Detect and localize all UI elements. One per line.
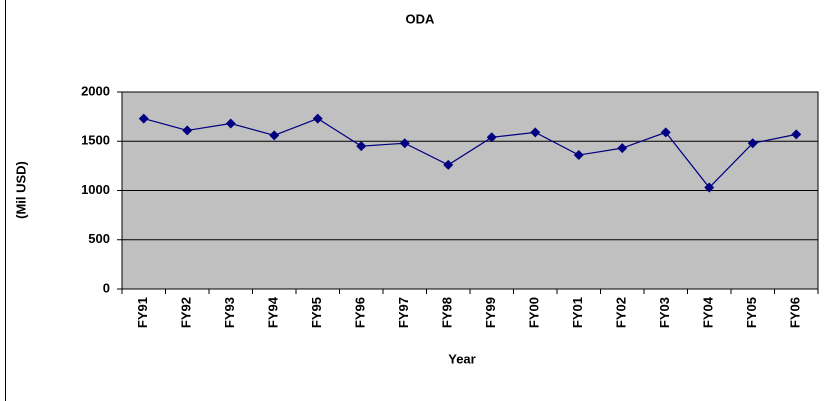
data-point	[182, 125, 193, 136]
x-tick-label: FY03	[657, 297, 672, 328]
data-point	[573, 150, 584, 161]
data-point	[269, 130, 280, 141]
x-tick-label: FY92	[179, 297, 194, 328]
data-point	[443, 159, 454, 170]
data-point	[138, 113, 149, 124]
data-point	[660, 127, 671, 138]
data-point	[399, 138, 410, 149]
x-tick-label: FY01	[570, 297, 585, 328]
x-tick-label: FY06	[788, 297, 803, 328]
x-axis-label: Year	[448, 351, 475, 366]
x-tick-label: FY05	[744, 297, 759, 328]
x-tick-label: FY94	[266, 296, 281, 328]
y-tick-label: 1500	[81, 133, 110, 148]
x-tick-label: FY02	[614, 297, 629, 328]
data-point	[704, 182, 715, 193]
data-point	[225, 118, 236, 129]
x-tick-label: FY98	[440, 297, 455, 328]
data-point	[617, 143, 628, 154]
x-tick-label: FY00	[527, 297, 542, 328]
y-tick-label: 1000	[81, 182, 110, 197]
y-tick-label: 500	[88, 231, 110, 246]
data-point	[530, 127, 541, 138]
data-line	[143, 117, 797, 189]
y-tick-label: 2000	[81, 83, 110, 98]
data-point	[486, 132, 497, 143]
data-point	[791, 129, 802, 140]
data-point	[747, 138, 758, 149]
x-tick-label: FY97	[396, 297, 411, 328]
x-tick-label: FY99	[483, 297, 498, 328]
y-axis-label: (Mil USD)	[13, 161, 28, 219]
y-tick-label: 0	[103, 280, 110, 295]
x-tick-label: FY04	[701, 296, 716, 328]
data-point	[356, 141, 367, 152]
x-tick-label: FY96	[353, 297, 368, 328]
x-tick-label: FY93	[222, 297, 237, 328]
x-tick-label: FY91	[135, 297, 150, 328]
chart-title: ODA	[406, 11, 436, 26]
x-tick-label: FY95	[309, 297, 324, 328]
data-point	[312, 113, 323, 124]
